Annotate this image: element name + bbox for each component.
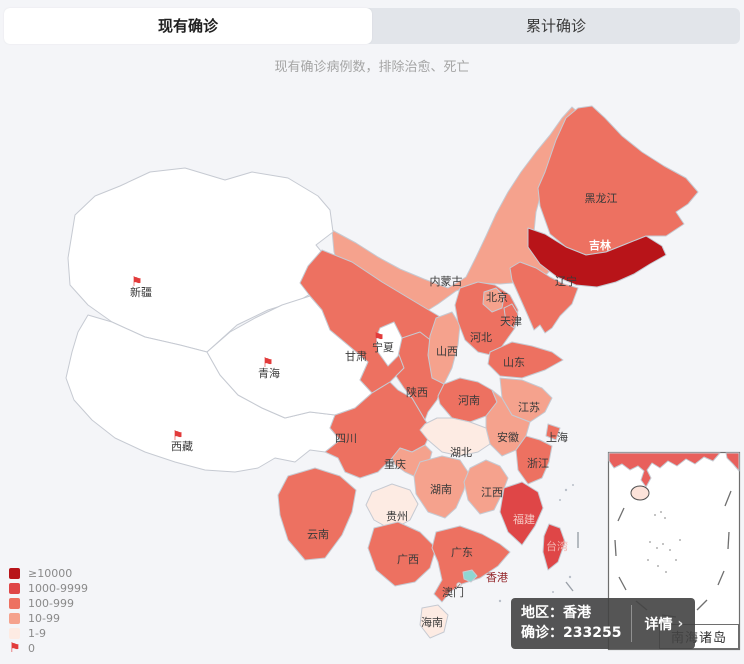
tooltip-confirmed-line: 确诊：233255 <box>521 625 622 641</box>
legend-item: ≥10000 <box>9 566 88 581</box>
tooltip-divider <box>631 605 633 642</box>
legend-item: 1000-9999 <box>9 581 88 596</box>
province-hubei[interactable] <box>419 417 491 457</box>
legend-item: 100-999 <box>9 596 88 611</box>
province-hunan[interactable] <box>413 455 469 519</box>
sea-boundary-dashes <box>565 532 579 592</box>
province-tianjin[interactable] <box>503 303 519 329</box>
tab-bar: 现有确诊 累计确诊 <box>4 8 740 44</box>
province-shandong[interactable] <box>487 341 564 379</box>
province-hainan[interactable] <box>419 604 449 639</box>
province-jiangsu[interactable] <box>499 377 553 423</box>
tooltip-region-line: 地区：香港 <box>521 605 591 621</box>
province-guangdong[interactable] <box>431 525 511 603</box>
province-heilongjiang[interactable] <box>537 105 699 256</box>
province-shanxi[interactable] <box>427 311 461 385</box>
province-hongkong[interactable] <box>462 569 478 583</box>
province-guangxi[interactable] <box>367 521 437 587</box>
region-tooltip: 地区：香港 确诊：233255 详情 › <box>511 598 696 649</box>
chevron-right-icon: › <box>677 615 684 632</box>
zero-flag-icon: ⚑ <box>9 641 21 656</box>
legend-item: ⚑ 0 <box>9 641 88 656</box>
province-yunnan[interactable] <box>277 467 357 561</box>
tooltip-info: 地区：香港 确诊：233255 <box>511 598 631 649</box>
legend-label: 10-99 <box>28 612 60 625</box>
macau-leader-line <box>455 583 461 590</box>
legend-item: 10-99 <box>9 611 88 626</box>
legend-label: 1000-9999 <box>28 582 88 595</box>
province-liaoning[interactable] <box>509 261 579 334</box>
inset-island-dots <box>647 511 681 573</box>
inset-taiwan <box>725 452 740 472</box>
detail-button[interactable]: 详情 › <box>644 615 684 633</box>
legend-label: ≥10000 <box>28 567 73 580</box>
legend-item: 1-9 <box>9 626 88 641</box>
province-fujian[interactable] <box>499 481 544 546</box>
province-zhejiang[interactable] <box>515 435 553 485</box>
legend-label: 0 <box>28 642 35 655</box>
province-ningxia[interactable] <box>375 321 403 367</box>
tab-current-confirmed[interactable]: 现有确诊 <box>4 8 372 44</box>
legend-label: 1-9 <box>28 627 46 640</box>
legend-swatch <box>9 583 20 594</box>
inset-hainan <box>630 485 650 501</box>
province-shanghai[interactable] <box>545 423 561 441</box>
map-legend: ≥10000 1000-9999 100-999 10-99 1-9 ⚑ 0 <box>9 566 88 656</box>
province-beijing[interactable] <box>482 287 505 313</box>
map-subtitle: 现有确诊病例数，排除治愈、死亡 <box>274 60 470 75</box>
tooltip-confirmed-value: 233255 <box>563 625 622 641</box>
tab-cumulative-confirmed[interactable]: 累计确诊 <box>525 17 586 35</box>
legend-swatch <box>9 613 20 624</box>
legend-label: 100-999 <box>28 597 74 610</box>
province-jilin[interactable] <box>527 227 667 288</box>
coastal-islets <box>498 484 574 603</box>
province-jiangxi[interactable] <box>463 459 509 515</box>
legend-swatch <box>9 628 20 639</box>
province-guizhou[interactable] <box>365 483 419 531</box>
province-taiwan[interactable] <box>542 523 566 571</box>
tooltip-region-value: 香港 <box>563 605 591 621</box>
legend-swatch <box>9 568 20 579</box>
inset-coastline <box>608 452 721 488</box>
legend-swatch <box>9 598 20 609</box>
